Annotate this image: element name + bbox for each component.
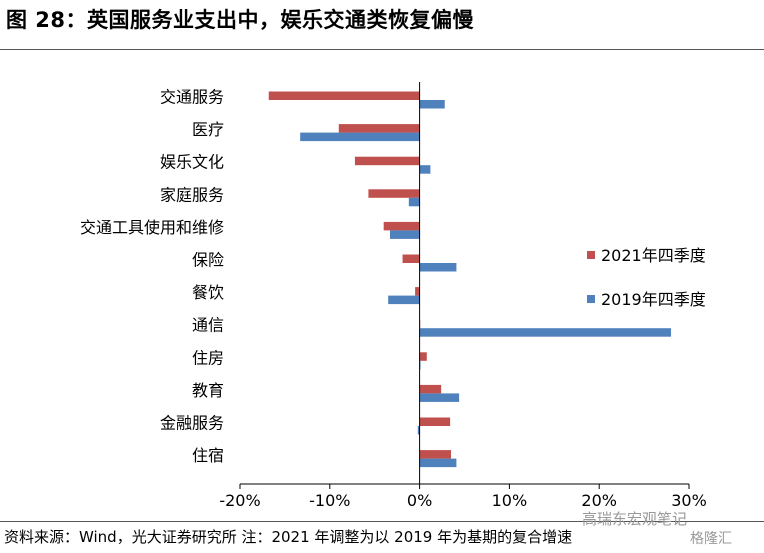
source-divider [0, 521, 764, 522]
x-tick-label: -10% [309, 491, 350, 510]
legend-label-2021: 2021年四季度 [601, 246, 706, 265]
title-divider [0, 49, 764, 50]
x-tick-label: 0% [407, 491, 432, 510]
bar-2019 [419, 263, 457, 272]
category-label: 通信 [192, 316, 224, 335]
source-note: 资料来源：Wind，光大证券研究所 注：2021 年调整为以 2019 年为基期… [4, 528, 573, 546]
watermark-text: 高瑞东宏观笔记 [582, 510, 688, 528]
bar-2021 [268, 91, 420, 100]
category-label: 教育 [192, 381, 224, 400]
legend: 2021年四季度 2019年四季度 [587, 246, 706, 309]
bar-2021 [419, 384, 442, 394]
bar-2019 [419, 328, 672, 337]
bar-2019 [419, 393, 460, 402]
bar-2019 [389, 230, 420, 239]
category-label: 医疗 [192, 120, 224, 139]
bar-2019 [408, 197, 420, 207]
bar-2021 [419, 450, 452, 459]
bar-2021 [415, 287, 420, 296]
watermark-text-secondary: 格隆汇 [690, 531, 732, 547]
bar-2019 [419, 100, 445, 109]
bar-2021 [383, 221, 420, 231]
category-label: 娱乐文化 [160, 153, 224, 172]
bar-2021 [354, 156, 420, 166]
category-label: 家庭服务 [160, 185, 224, 204]
category-label: 交通服务 [160, 88, 224, 107]
x-tick-label: 30% [671, 491, 707, 510]
bar-2019 [419, 458, 457, 468]
x-tick-label: 20% [581, 491, 617, 510]
category-label: 交通工具使用和维修 [80, 218, 224, 237]
bar-2021 [338, 124, 420, 133]
category-label: 金融服务 [160, 414, 224, 433]
bar-2019 [419, 165, 431, 174]
category-label: 住房 [192, 348, 224, 367]
bar-2019 [417, 426, 420, 435]
bar-2021 [419, 417, 451, 426]
bar-2019 [300, 132, 420, 142]
x-tick-label: 10% [492, 491, 528, 510]
bar-2021 [419, 352, 427, 361]
category-label: 住宿 [192, 446, 224, 465]
figure-title: 图 28：英国服务业支出中，娱乐交通类恢复偏慢 [6, 8, 475, 32]
legend-swatch-2019 [587, 295, 595, 303]
bar-2021 [368, 189, 420, 198]
category-label: 餐饮 [192, 283, 224, 302]
legend-swatch-2021 [587, 251, 595, 259]
bar-2021 [402, 254, 420, 263]
bars-group [268, 91, 672, 468]
x-tick-label: -20% [219, 491, 260, 510]
category-label: 保险 [192, 251, 224, 270]
bar-2019 [388, 295, 420, 305]
legend-label-2019: 2019年四季度 [601, 290, 706, 309]
x-axis-ticks: -20% -10% 0% 10% 20% 30% [219, 484, 707, 510]
